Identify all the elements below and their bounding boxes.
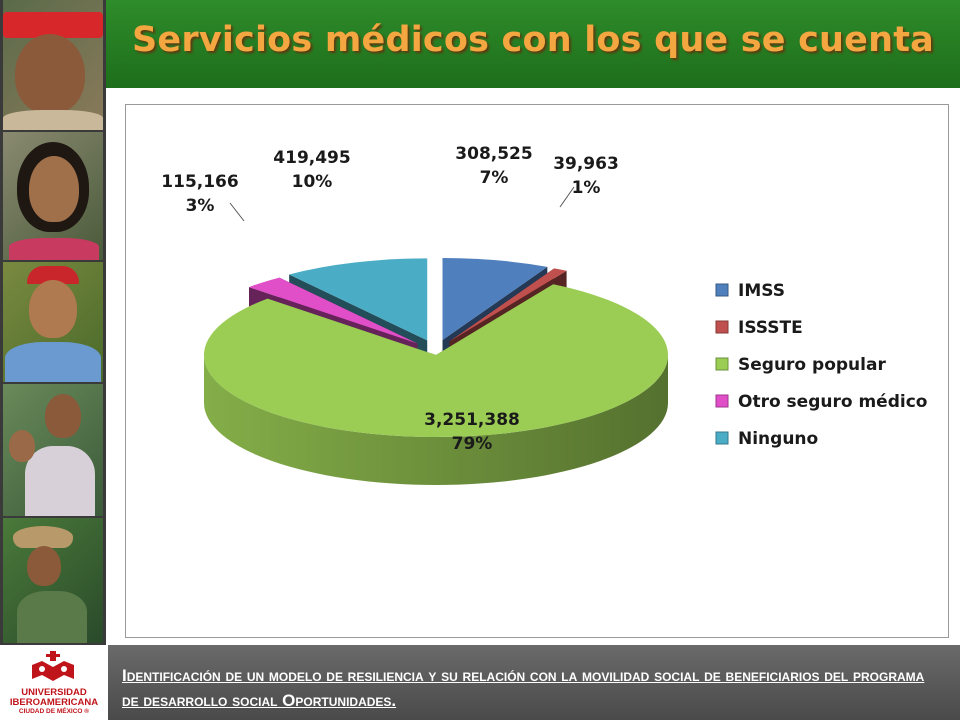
title-bar: Servicios médicos con los que se cuenta [106, 0, 960, 88]
logo-text-line1: UNIVERSIDAD [21, 687, 87, 698]
photo-woman [3, 132, 103, 260]
chart-panel: 308,525 7% 39,963 1% 3,251,388 79% 115,166 3% 41… [125, 104, 949, 638]
pie-slice-seguro-popular [204, 284, 669, 485]
logo-text-line2: IBEROAMERICANA [9, 697, 99, 708]
logo-crest-icon [32, 651, 74, 681]
pie-chart: 308,525 7% 39,963 1% 3,251,388 79% 115,166 3% 41… [161, 144, 927, 485]
value-label-seguro-popular: 3,251,388 [424, 410, 520, 430]
percent-label-ninguno: 10% [292, 172, 333, 192]
legend-item-ninguno: Ninguno [715, 429, 818, 449]
value-label-ninguno: 419,495 [273, 148, 350, 168]
photo-woman-child [3, 384, 103, 516]
data-label-layer: 308,525 7% 39,963 1% 3,251,388 79% 115,166 3% 41… [161, 144, 619, 454]
legend-layer: IMSS ISSSTE Seguro popular Otro seguro médi… [715, 281, 927, 449]
leader-line-issste [559, 186, 575, 208]
percent-label-imss: 7% [480, 168, 509, 188]
legend-label: Otro seguro médico [738, 392, 927, 412]
legend-swatch [715, 394, 729, 408]
value-label-otro-seguro-m-dico: 115,166 [161, 172, 238, 192]
legend-swatch [715, 357, 729, 371]
legend-swatch [715, 431, 729, 445]
logo-text-line3: CIUDAD DE MÉXICO ® [18, 708, 90, 715]
legend-label: Seguro popular [738, 355, 886, 375]
footer-band: Identificación de un modelo de resilienc… [108, 645, 960, 720]
percent-label-otro-seguro-m-dico: 3% [186, 196, 215, 216]
legend-swatch [715, 320, 729, 334]
percent-label-seguro-popular: 79% [452, 434, 493, 454]
photo-elder-man [3, 0, 103, 130]
legend-label: Ninguno [738, 429, 818, 449]
footer-caption: Identificación de un modelo de resilienc… [122, 666, 925, 710]
legend-label: IMSS [738, 281, 785, 301]
legend-item-imss: IMSS [715, 281, 785, 301]
legend-swatch [715, 283, 729, 297]
percent-label-issste: 1% [572, 178, 601, 198]
legend-item-otro-seguro-m-dico: Otro seguro médico [715, 392, 927, 412]
footer: UNIVERSIDAD IBEROAMERICANA CIUDAD DE MÉX… [0, 645, 960, 720]
legend-item-seguro-popular: Seguro popular [715, 355, 886, 375]
page-title: Servicios médicos con los que se cuenta [132, 20, 934, 60]
leader-line-otro-seguro-m-dico [229, 202, 245, 222]
legend-label: ISSSTE [738, 318, 803, 338]
photo-strip [0, 0, 106, 645]
photo-farmer-cap [3, 262, 103, 382]
legend-item-issste: ISSSTE [715, 318, 803, 338]
university-logo: UNIVERSIDAD IBEROAMERICANA CIUDAD DE MÉX… [0, 645, 108, 720]
photo-man-hat [3, 518, 103, 643]
value-label-imss: 308,525 [455, 144, 532, 164]
pie-layer [204, 258, 669, 485]
value-label-issste: 39,963 [553, 154, 619, 174]
